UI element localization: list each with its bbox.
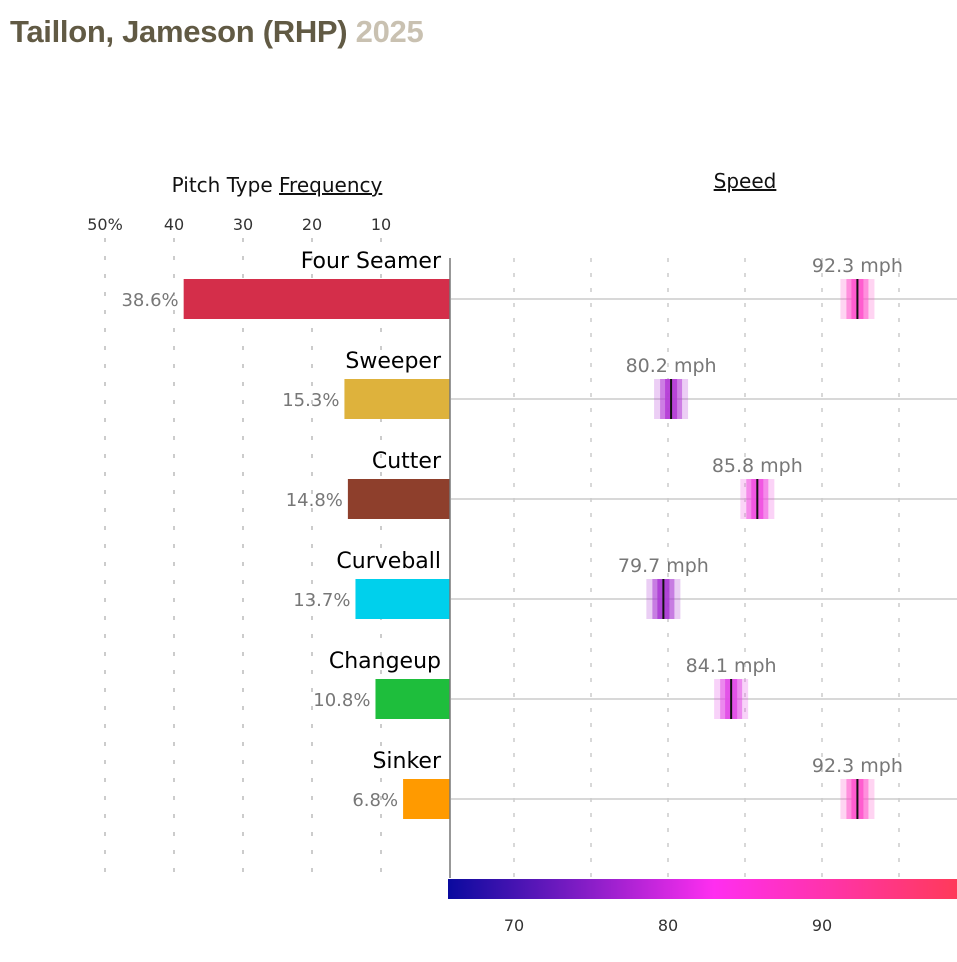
speed-tick-label: 80 — [658, 916, 678, 935]
frequency-bar — [375, 679, 450, 719]
pitch-name-label: Cutter — [372, 449, 442, 474]
frequency-bar — [183, 279, 450, 319]
frequency-panel-title: Pitch Type Frequency — [172, 173, 383, 197]
speed-panel-title[interactable]: Speed — [714, 169, 777, 193]
frequency-value-label: 13.7% — [293, 590, 350, 611]
speed-value-label: 92.3 mph — [812, 755, 903, 777]
pitch-name-label: Sinker — [372, 749, 442, 774]
frequency-value-label: 38.6% — [121, 290, 178, 311]
chart-title: Taillon, Jameson (RHP) 2025 — [10, 14, 424, 50]
frequency-tick-label: 30 — [233, 215, 253, 234]
frequency-value-label: 15.3% — [282, 390, 339, 411]
frequency-tick-label: 40 — [164, 215, 184, 234]
player-name: Taillon, Jameson (RHP) — [10, 14, 348, 49]
speed-tick-label: 90 — [812, 916, 832, 935]
pitch-row: Changeup 10.8% 84.1 mph — [313, 649, 957, 719]
frequency-bar — [347, 479, 450, 519]
frequency-value-label: 10.8% — [313, 690, 370, 711]
pitch-row: Sweeper 15.3% 80.2 mph — [282, 349, 957, 419]
frequency-bar — [403, 779, 450, 819]
frequency-tick-label: 50% — [87, 215, 123, 234]
speed-value-label: 84.1 mph — [686, 655, 777, 677]
season-year: 2025 — [355, 14, 424, 49]
frequency-axis-ticks: 50% 40 30 20 10 — [87, 215, 391, 234]
pitch-name-label: Changeup — [329, 649, 441, 674]
pitch-row: Cutter 14.8% 85.8 mph — [286, 449, 957, 519]
pitch-name-label: Four Seamer — [301, 249, 442, 274]
speed-value-label: 85.8 mph — [712, 455, 803, 477]
panel-headers: Pitch Type Frequency Speed — [172, 169, 777, 197]
pitch-row: Four Seamer 38.6% 92.3 mph — [121, 249, 957, 319]
speed-tick-label: 70 — [504, 916, 524, 935]
pitch-row: Sinker 6.8% 92.3 mph — [352, 749, 957, 819]
pitch-name-label: Sweeper — [345, 349, 442, 374]
grid-lines — [104, 238, 900, 878]
speed-value-label: 79.7 mph — [618, 555, 709, 577]
frequency-title-prefix: Pitch Type — [172, 173, 279, 197]
frequency-bar — [344, 379, 450, 419]
pitch-rows: Four Seamer 38.6% 92.3 mph Sweeper 15.3% 80.2… — [121, 249, 957, 819]
frequency-bar — [355, 579, 450, 619]
pitch-name-label: Curveball — [336, 549, 441, 574]
speed-axis-ticks: 708090100 — [504, 916, 832, 935]
frequency-value-label: 14.8% — [286, 490, 343, 511]
frequency-title-link[interactable]: Frequency — [279, 173, 382, 197]
frequency-tick-label: 20 — [302, 215, 322, 234]
frequency-tick-label: 10 — [371, 215, 391, 234]
frequency-value-label: 6.8% — [352, 790, 398, 811]
speed-value-label: 80.2 mph — [626, 355, 717, 377]
speed-value-label: 92.3 mph — [812, 255, 903, 277]
speed-colorbar — [448, 879, 957, 899]
pitch-row: Curveball 13.7% 79.7 mph — [293, 549, 957, 619]
